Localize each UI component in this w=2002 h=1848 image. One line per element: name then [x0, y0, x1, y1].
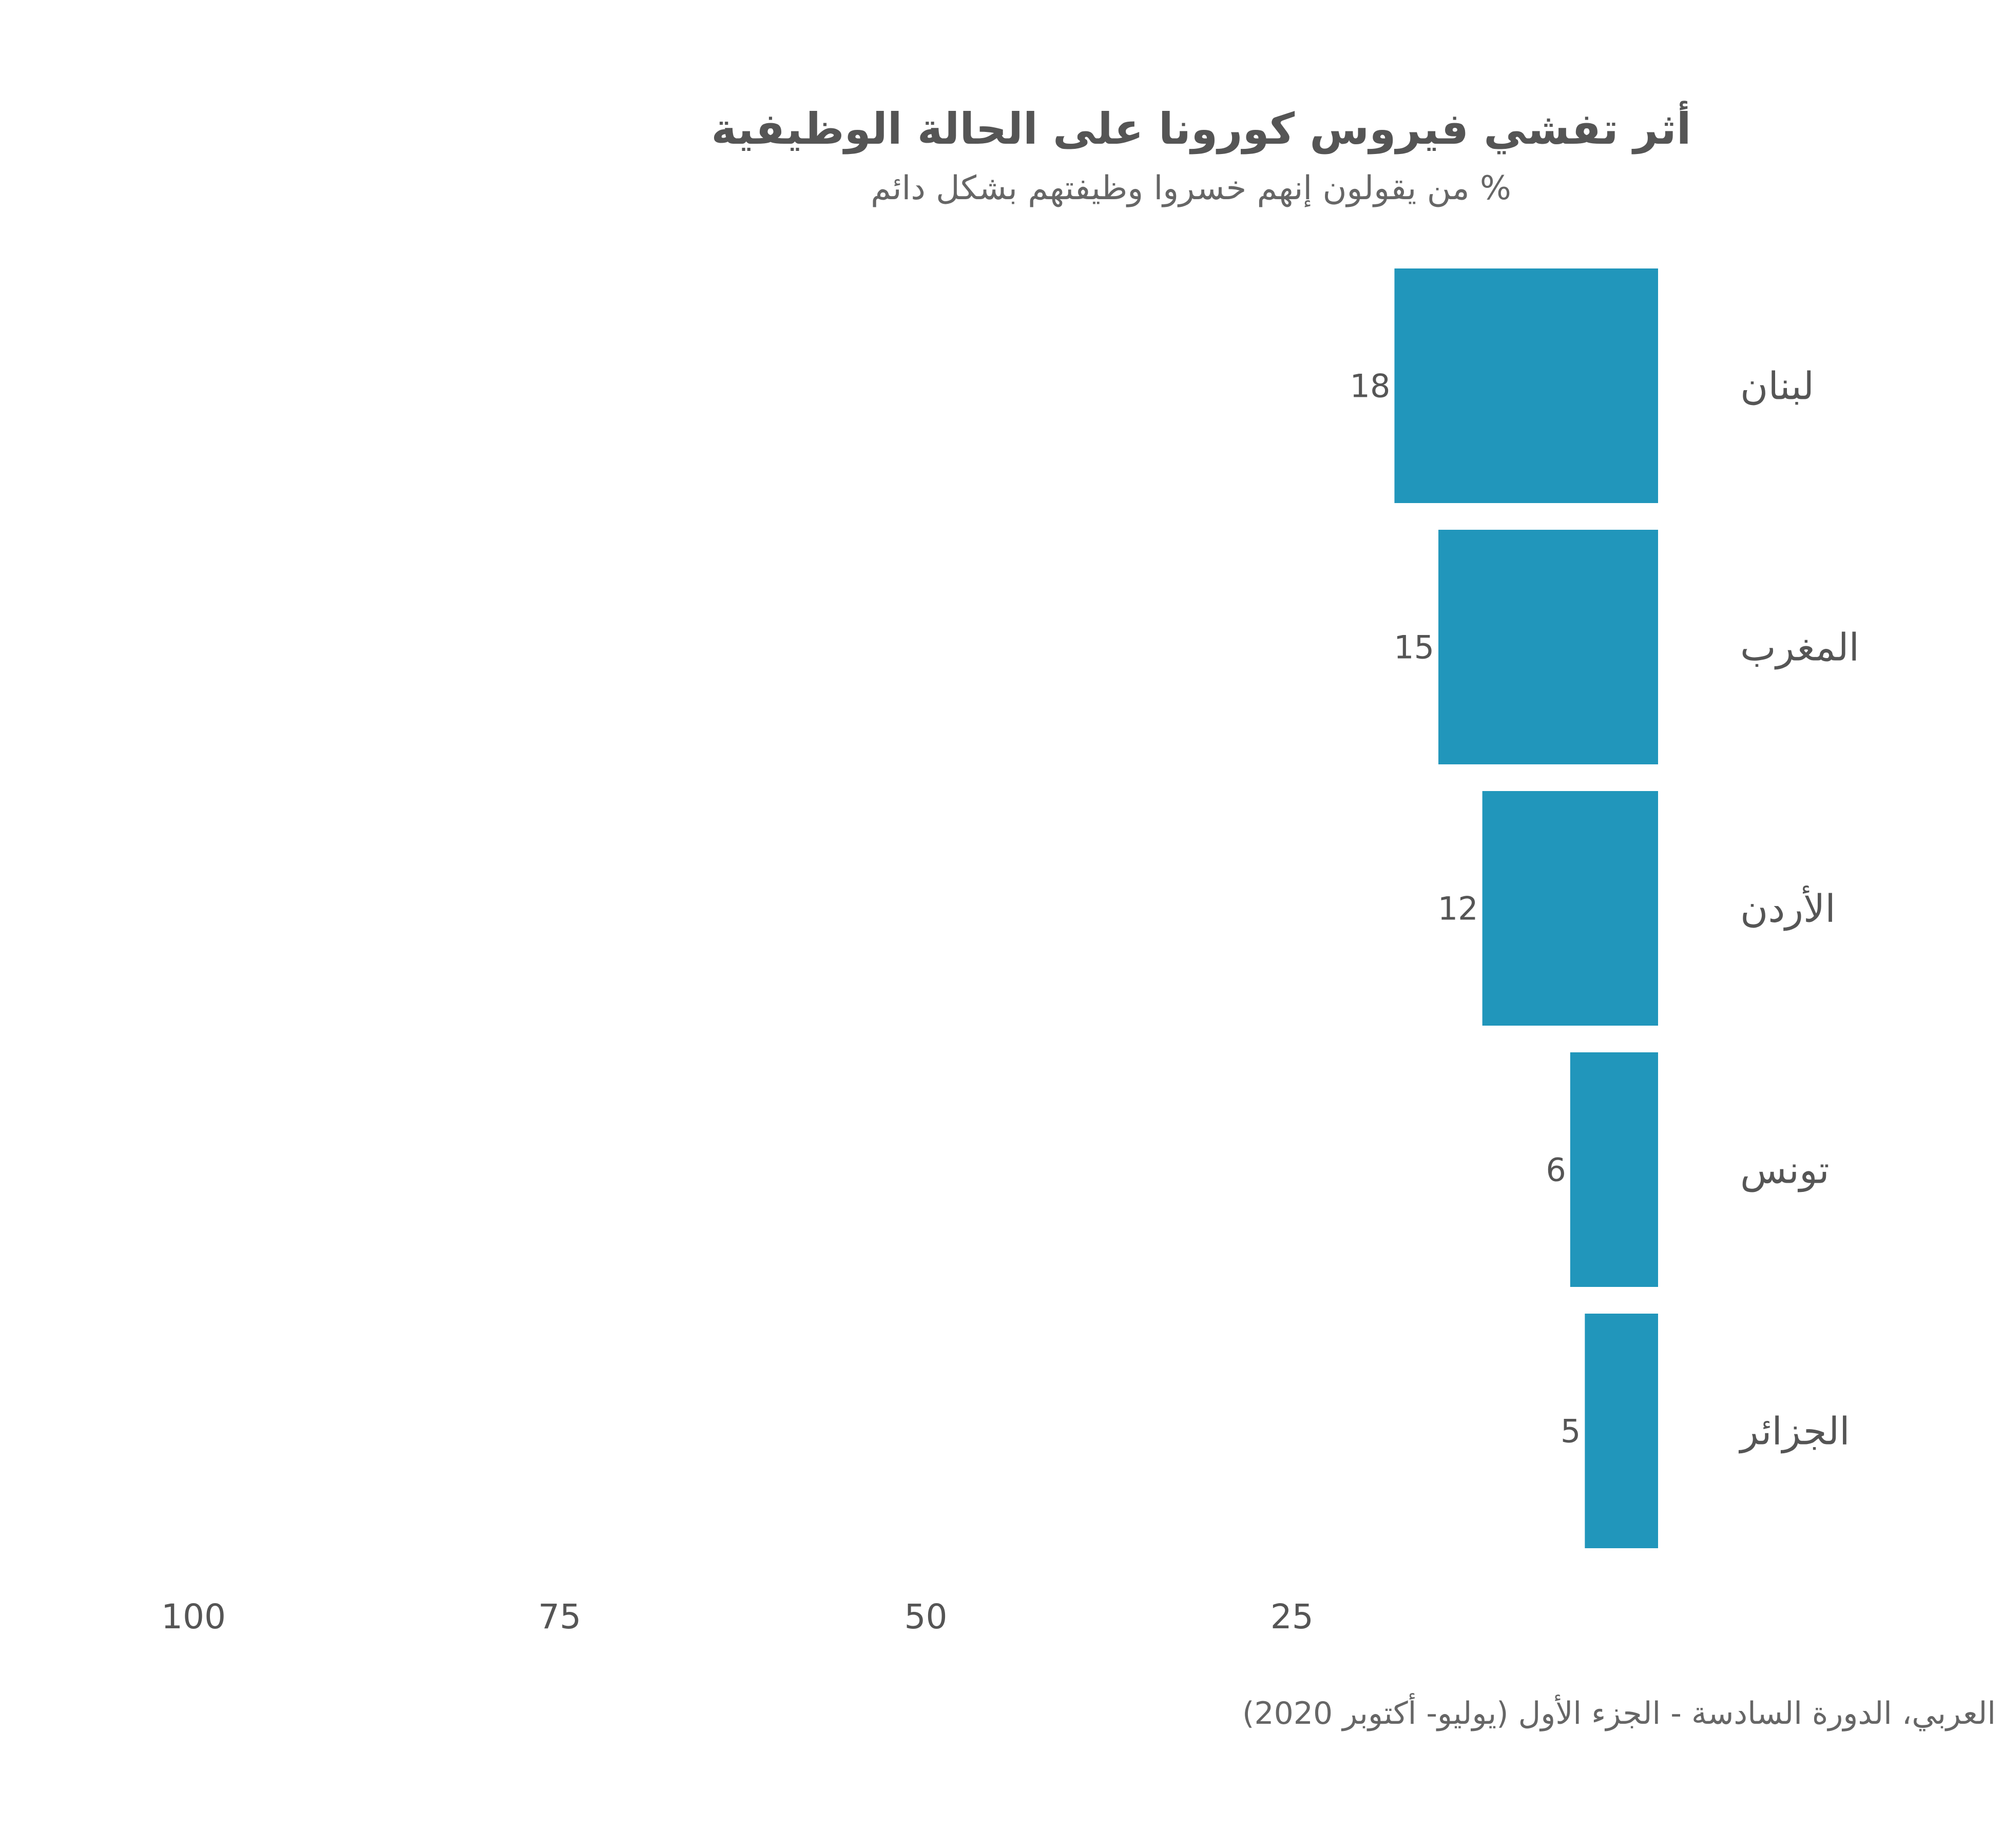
x-tick-label-2: 50 — [904, 1597, 948, 1637]
bar-4 — [1585, 1314, 1658, 1548]
source-note: الباروميتر العربي، الدورة السادسة - الجز… — [1242, 1693, 2002, 1731]
x-tick-label-3: 25 — [1270, 1597, 1314, 1637]
value-label-1: 15 — [1394, 629, 1434, 666]
category-label-2: الأردن — [1740, 886, 1836, 931]
value-label-3: 6 — [1546, 1151, 1566, 1189]
value-label-0: 18 — [1350, 368, 1391, 405]
bar-3 — [1570, 1052, 1658, 1287]
chart-title: أثر تفشي فيروس كورونا على الحالة الوظيفي… — [711, 101, 1691, 155]
category-label-4: الجزائر — [1738, 1410, 1850, 1454]
x-tick-label-1: 75 — [538, 1597, 581, 1637]
bars-group: 18 لبنان 15 المغرب 12 الأردن 6 تونس 5 الجزائر — [1350, 268, 1859, 1548]
bar-2 — [1482, 791, 1658, 1026]
value-label-4: 5 — [1561, 1413, 1581, 1450]
category-label-3: تونس — [1740, 1148, 1830, 1192]
category-label-1: المغرب — [1740, 626, 1859, 670]
x-axis-ticks: 100 75 50 25 — [161, 1597, 1314, 1637]
category-label-0: لبنان — [1740, 364, 1814, 409]
x-tick-label-0: 100 — [161, 1597, 226, 1637]
value-label-2: 12 — [1438, 890, 1478, 928]
chart-subtitle: % من يقولون إنهم خسروا وظيفتهم بشكل دائم — [871, 169, 1511, 207]
bar-0 — [1394, 268, 1658, 503]
bar-1 — [1438, 530, 1658, 764]
